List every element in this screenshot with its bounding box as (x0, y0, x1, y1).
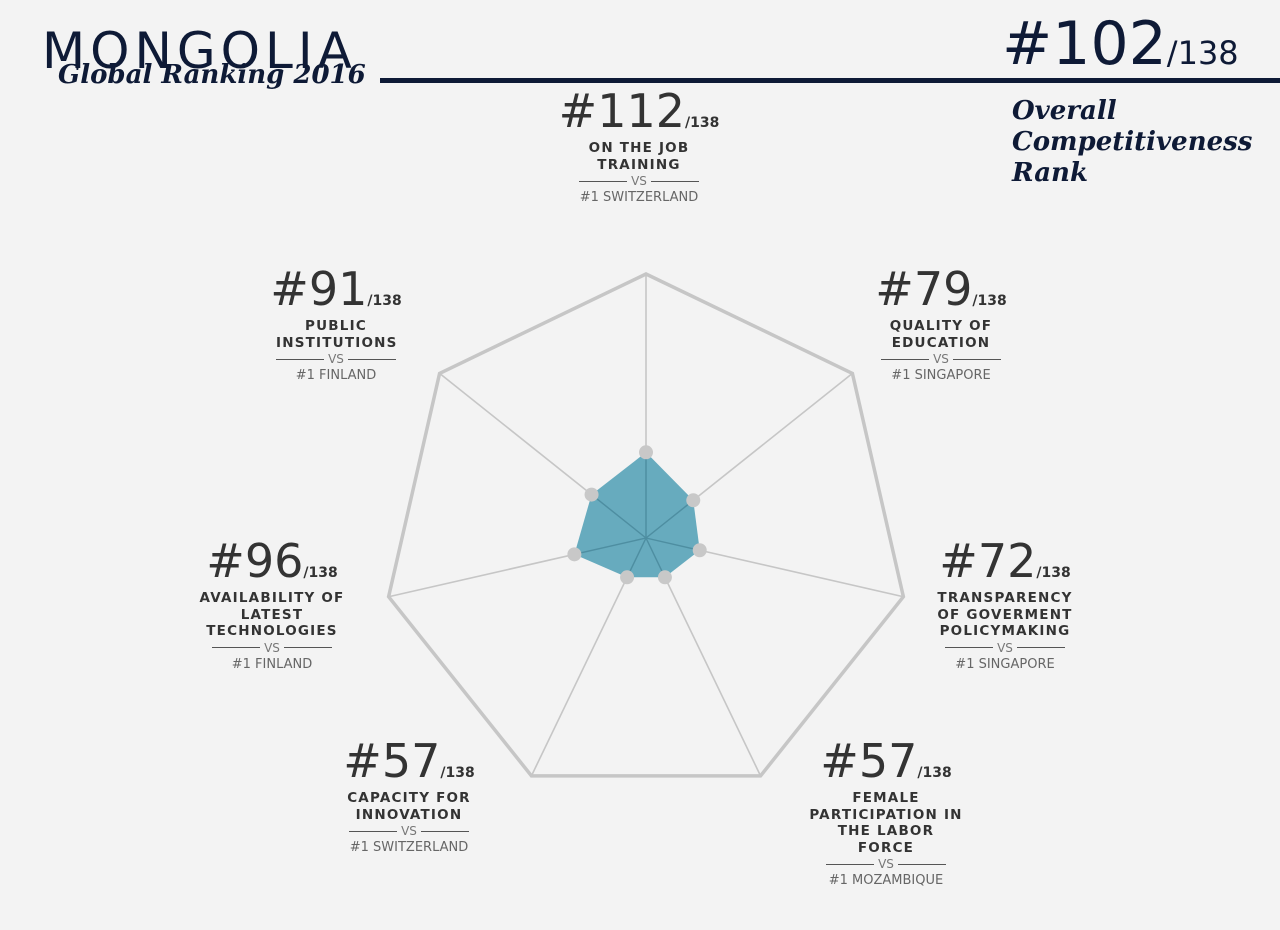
rank: #72/138 (939, 534, 1071, 588)
radar-inner-spoke (591, 494, 647, 539)
radar-outline (386, 272, 906, 778)
subtitle: Global Ranking 2016 (58, 60, 366, 90)
leader-country: #1 FINLAND (295, 368, 377, 383)
header-rule (380, 78, 1280, 83)
radar-point (657, 570, 672, 585)
radar-inner-spoke (574, 537, 647, 556)
rank: #79/138 (875, 262, 1007, 316)
vs-divider: VS (821, 351, 1061, 367)
radar-point (567, 547, 582, 562)
radar-point (692, 543, 707, 558)
radar-data-area (574, 452, 700, 578)
leader-country: #1 SINGAPORE (891, 368, 991, 383)
leader-country: #1 SWITZERLAND (349, 840, 469, 855)
rank: #91/138 (270, 262, 402, 316)
leader-country: #1 MOZAMBIQUE (828, 873, 944, 888)
axis-name: PUBLIC INSTITUTIONS (276, 318, 398, 351)
radar-point (584, 487, 599, 502)
label-block: #112/138 ON THE JOB TRAINING VS #1 SWITZ… (519, 88, 759, 206)
overall-rank-value: #102 (1002, 9, 1167, 79)
overall-label: Overall Competitiveness Rank (1012, 96, 1253, 188)
axis-name: FEMALE PARTICIPATION IN THE LABOR FORCE (809, 790, 963, 856)
label-block: #79/138 QUALITY OF EDUCATION VS #1 SINGA… (821, 266, 1061, 384)
rank: #57/138 (343, 734, 475, 788)
leader-country: #1 FINLAND (231, 656, 313, 672)
label-block: #91/138 PUBLIC INSTITUTIONS VS #1 FINLAN… (216, 266, 456, 384)
rank: #96/138 (206, 534, 338, 588)
radar-inner-spoke (645, 499, 694, 539)
country-title: MONGOLIA (42, 22, 357, 80)
radar-point (686, 493, 701, 508)
overall-rank: #102/138 (1002, 14, 1239, 74)
axis-name: AVAILABILITY OF LATEST TECHNOLOGIES (199, 590, 345, 639)
radar-point (620, 570, 635, 585)
axis-name: QUALITY OF EDUCATION (889, 318, 993, 351)
leader-country: #1 SINGAPORE (955, 656, 1055, 672)
axis-name: ON THE JOB TRAINING (588, 140, 690, 173)
label-block: #96/138 AVAILABILITY OF LATEST TECHNOLOG… (152, 538, 392, 673)
overall-rank-total: /138 (1166, 34, 1239, 72)
label-block: #57/138 CAPACITY FOR INNOVATION VS #1 SW… (289, 738, 529, 856)
vs-divider: VS (885, 640, 1125, 656)
radar-inner-spoke (645, 537, 700, 551)
rank: #57/138 (820, 734, 952, 788)
vs-divider: VS (766, 856, 1006, 872)
label-block: #57/138 FEMALE PARTICIPATION IN THE LABO… (766, 738, 1006, 889)
vs-divider: VS (152, 640, 392, 656)
label-block: #72/138 TRANSPARENCY OF GOVERMENT POLICY… (885, 538, 1125, 673)
axis-name: CAPACITY FOR INNOVATION (347, 790, 471, 823)
vs-divider: VS (216, 351, 456, 367)
axis-name: TRANSPARENCY OF GOVERMENT POLICYMAKING (937, 590, 1073, 639)
vs-divider: VS (519, 173, 759, 189)
leader-country: #1 SWITZERLAND (579, 190, 699, 205)
radar-inner-spoke (645, 537, 666, 578)
rank: #112/138 (558, 84, 720, 138)
radar-point (639, 445, 653, 460)
radar-inner-spoke (626, 537, 647, 578)
vs-divider: VS (289, 823, 529, 839)
